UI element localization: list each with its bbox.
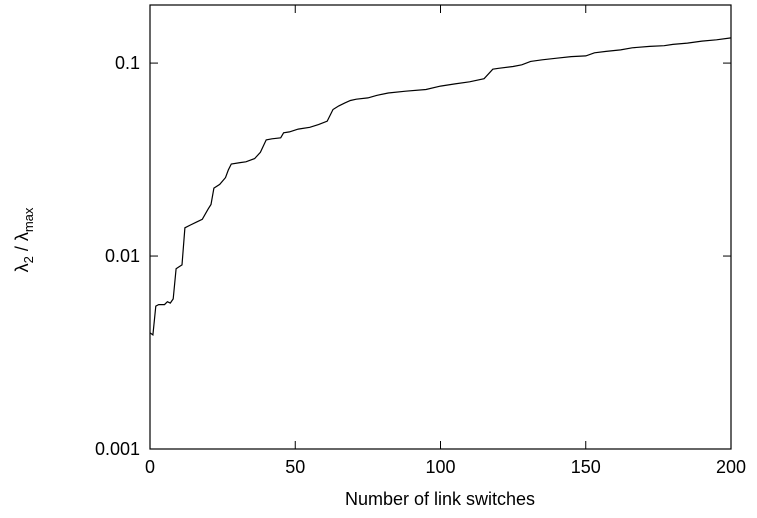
y-tick-label: 0.01	[105, 246, 140, 266]
y-tick-label: 0.1	[115, 53, 140, 73]
y-axis-title-sub-num: 2	[21, 256, 36, 263]
y-axis-title-separator: /	[12, 241, 32, 256]
plot-frame	[149, 4, 732, 450]
x-axis-title: Number of link switches	[345, 489, 535, 509]
y-axis-title-symbol-den: λ	[12, 232, 32, 241]
x-tick-label: 100	[425, 457, 455, 477]
x-axis-ticks: 0 50 100 150 200	[145, 5, 746, 477]
x-tick-label: 50	[285, 457, 305, 477]
x-tick-label: 150	[571, 457, 601, 477]
x-tick-label: 0	[145, 457, 155, 477]
y-axis-ticks: 0.001 0.01 0.1	[95, 53, 731, 459]
y-axis-title-symbol-num: λ	[12, 263, 32, 272]
x-tick-label: 200	[716, 457, 746, 477]
y-axis-title-sub-den: max	[21, 207, 36, 232]
y-axis-title: λ2 / λmax	[12, 207, 36, 272]
y-tick-label: 0.001	[95, 439, 140, 459]
series-line	[149, 37, 732, 336]
